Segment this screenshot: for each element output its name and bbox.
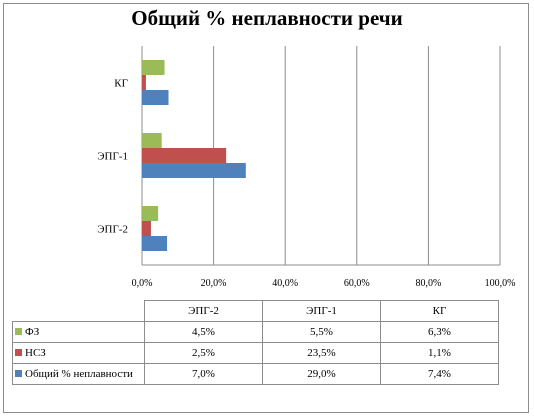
table-row: НСЗ 2,5% 23,5% 1,1% — [12, 342, 499, 364]
data-table-header-row: ЭПГ-2 ЭПГ-1 КГ — [12, 300, 499, 322]
bar-chart-plot: 0,0% 20,0% 40,0% 60,0% 80,0% 100,0% ЭПГ-2 ЭПГ-1… — [97, 46, 516, 289]
x-tick-label: 0,0% — [132, 278, 153, 289]
y-tick-label: ЭПГ-1 — [97, 151, 128, 163]
x-tick-label: 100,0% — [485, 278, 516, 289]
bar — [142, 75, 146, 90]
chart-title: Общий % неплавности речи — [131, 6, 403, 30]
bar — [142, 163, 246, 178]
bar — [142, 221, 151, 236]
series-name: НСЗ — [25, 347, 46, 359]
bar — [142, 148, 227, 163]
table-cell: 7,0% — [144, 363, 263, 385]
column-header: КГ — [380, 300, 499, 322]
column-header: ЭПГ-1 — [262, 300, 381, 322]
legend-swatch — [15, 349, 22, 356]
table-cell: 2,5% — [144, 342, 263, 364]
table-row: ФЗ 4,5% 5,5% 6,3% — [12, 321, 499, 343]
y-tick-label: ЭПГ-2 — [97, 224, 128, 236]
table-cell: 23,5% — [262, 342, 381, 364]
series-name: ФЗ — [25, 326, 40, 338]
series-name: Общий % неплавности — [25, 368, 133, 380]
x-tick-label: 80,0% — [415, 278, 441, 289]
bar — [142, 236, 168, 251]
table-row: Общий % неплавности 7,0% 29,0% 7,4% — [12, 363, 499, 385]
bar — [142, 133, 162, 148]
table-cell: 7,4% — [380, 363, 499, 385]
row-label: ФЗ — [12, 321, 145, 343]
legend-swatch — [15, 328, 22, 335]
data-table: ЭПГ-2 ЭПГ-1 КГ ФЗ 4,5% 5,5% 6,3% НСЗ 2,5… — [12, 300, 499, 385]
bar — [142, 60, 165, 75]
row-label: Общий % неплавности — [12, 363, 145, 385]
table-cell: 6,3% — [380, 321, 499, 343]
data-table-corner — [12, 300, 145, 322]
x-tick-label: 20,0% — [201, 278, 227, 289]
x-tick-label: 40,0% — [272, 278, 298, 289]
bar — [142, 206, 159, 221]
table-cell: 5,5% — [262, 321, 381, 343]
bar — [142, 90, 169, 105]
column-header: ЭПГ-2 — [144, 300, 263, 322]
row-label: НСЗ — [12, 342, 145, 364]
table-cell: 1,1% — [380, 342, 499, 364]
y-tick-label: КГ — [114, 78, 128, 90]
table-cell: 29,0% — [262, 363, 381, 385]
x-tick-label: 60,0% — [344, 278, 370, 289]
table-cell: 4,5% — [144, 321, 263, 343]
legend-swatch — [15, 370, 22, 377]
